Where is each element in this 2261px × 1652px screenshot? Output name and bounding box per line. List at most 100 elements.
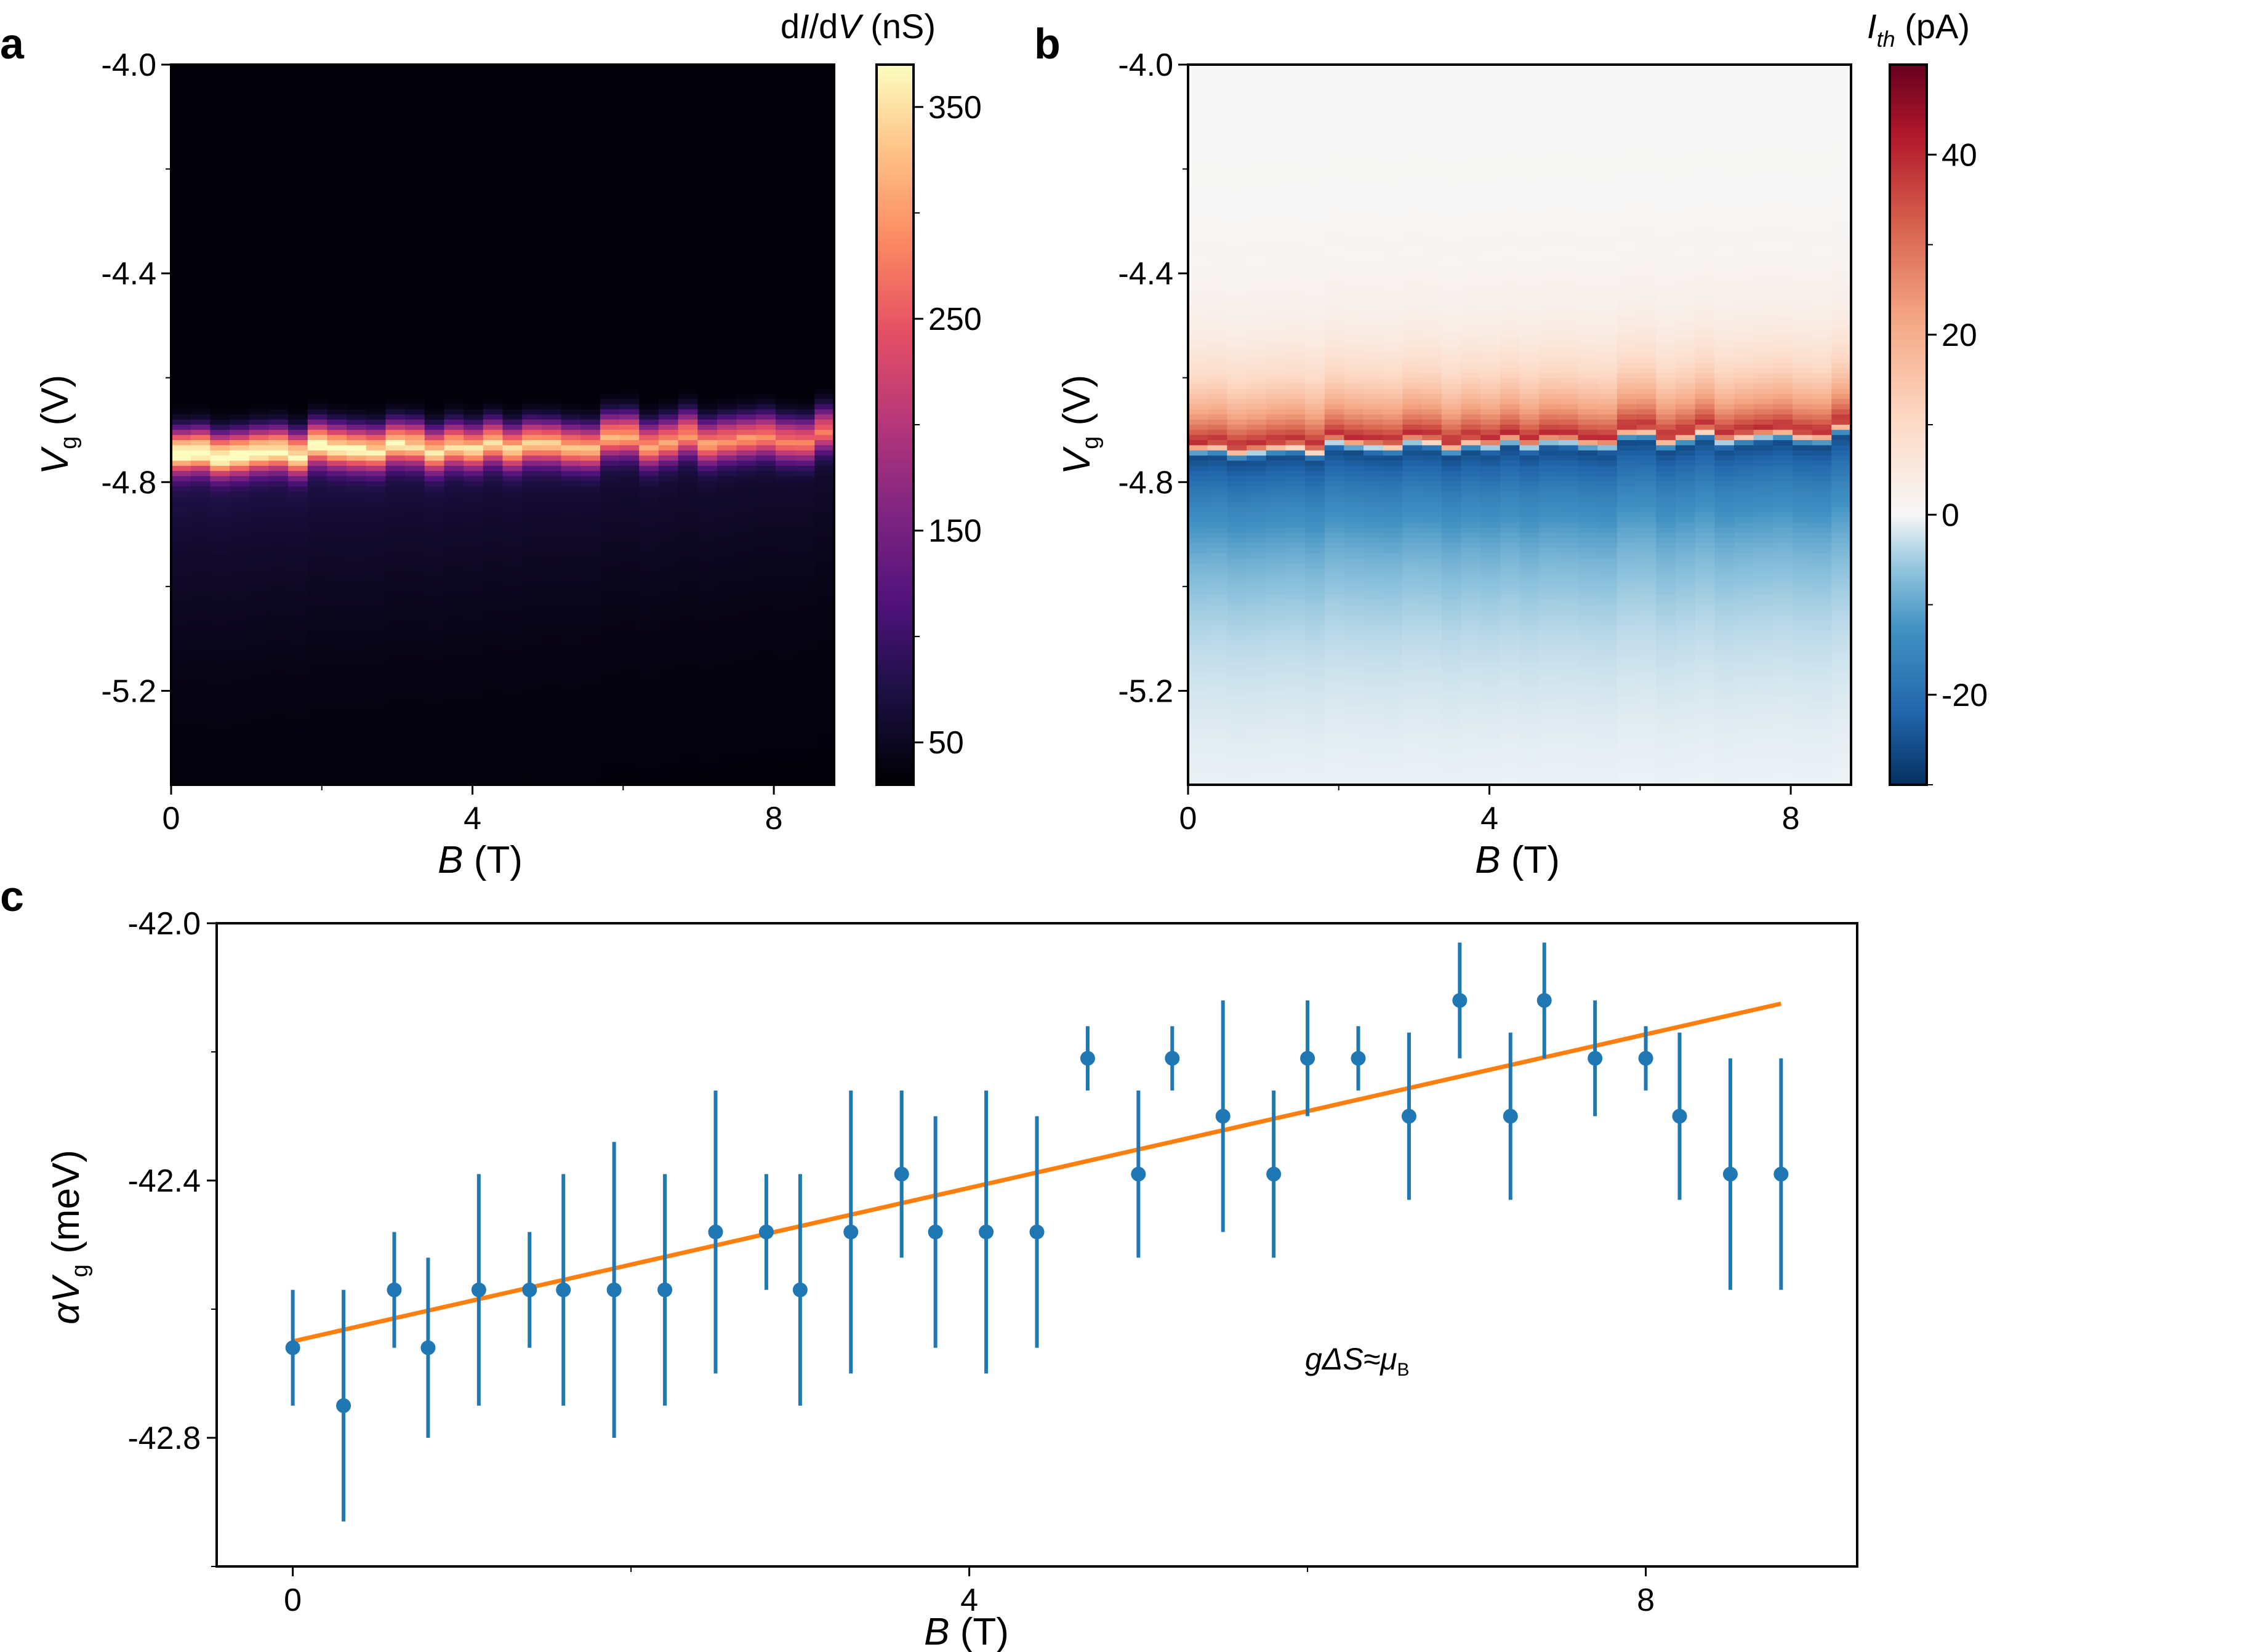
heatmap-a-cell — [405, 327, 425, 333]
heatmap-a-cell — [444, 249, 464, 256]
heatmap-a-cell — [424, 707, 445, 713]
heatmap-a-cell — [424, 162, 445, 168]
heatmap-a-cell — [327, 574, 347, 580]
heatmap-a-cell — [249, 80, 270, 86]
heatmap-a-cell — [639, 358, 659, 364]
heatmap-a-cell — [756, 589, 776, 595]
heatmap-a-cell — [327, 291, 347, 297]
heatmap-a-cell — [541, 574, 562, 580]
heatmap-a-cell — [541, 620, 562, 626]
heatmap-b-cell — [1207, 286, 1228, 292]
heatmap-a-cell — [795, 342, 816, 348]
heatmap-a-cell — [347, 183, 367, 189]
heatmap-a-cell — [464, 764, 484, 770]
heatmap-a-cell — [171, 744, 191, 750]
heatmap-a-cell — [561, 620, 582, 626]
heatmap-a-cell — [366, 522, 387, 528]
heatmap-a-cell — [405, 579, 425, 585]
heatmap-a-cell — [366, 399, 387, 405]
heatmap-a-cell — [366, 383, 387, 390]
heatmap-b-cell — [1207, 244, 1228, 251]
heatmap-a-cell — [288, 440, 308, 446]
heatmap-a-cell — [678, 548, 699, 554]
heatmap-a-cell — [736, 563, 757, 569]
heatmap-a-cell — [230, 85, 250, 91]
heatmap-a-cell — [619, 121, 640, 127]
heatmap-a-cell — [171, 779, 191, 785]
heatmap-a-cell — [444, 358, 464, 364]
heatmap-a-cell — [541, 111, 562, 117]
heatmap-a-cell — [600, 70, 620, 76]
heatmap-a-cell — [210, 327, 230, 333]
heatmap-a-cell — [366, 728, 387, 734]
heatmap-a-cell — [639, 347, 659, 353]
heatmap-a-cell — [619, 666, 640, 672]
heatmap-a-cell — [464, 656, 484, 662]
heatmap-a-cell — [405, 296, 425, 302]
heatmap-a-cell — [268, 111, 289, 117]
heatmap-a-cell — [483, 460, 504, 467]
heatmap-a-cell — [678, 445, 699, 451]
heatmap-a-cell — [268, 672, 289, 678]
heatmap-a-cell — [249, 579, 270, 585]
heatmap-a-cell — [268, 728, 289, 734]
heatmap-a-cell — [327, 702, 347, 708]
heatmap-a-cell — [736, 100, 757, 106]
heatmap-b-cell — [1188, 255, 1208, 261]
heatmap-a-cell — [307, 137, 328, 143]
heatmap-a-cell — [522, 779, 542, 785]
heatmap-a-cell — [405, 301, 425, 307]
heatmap-a-cell — [678, 270, 699, 276]
heatmap-a-cell — [600, 90, 620, 96]
heatmap-a-cell — [288, 558, 308, 564]
heatmap-a-cell — [775, 661, 796, 667]
heatmap-a-cell — [736, 625, 757, 632]
heatmap-b-cell — [1188, 301, 1208, 307]
heatmap-a-cell — [307, 100, 328, 106]
heatmap-a-cell — [347, 347, 367, 353]
heatmap-a-cell — [327, 594, 347, 600]
heatmap-a-cell — [522, 532, 542, 539]
heatmap-a-cell — [171, 224, 191, 230]
heatmap-a-cell — [561, 275, 582, 281]
heatmap-a-cell — [580, 95, 601, 102]
heatmap-a-cell — [502, 183, 523, 189]
heatmap-a-cell — [327, 301, 347, 307]
heatmap-a-cell — [756, 651, 776, 657]
heatmap-a-cell — [639, 224, 659, 230]
heatmap-a-cell — [795, 249, 816, 256]
heatmap-a-cell — [171, 692, 191, 698]
heatmap-a-cell — [619, 383, 640, 390]
heatmap-a-cell — [230, 465, 250, 472]
heatmap-a-cell — [697, 358, 718, 364]
heatmap-a-cell — [697, 687, 718, 693]
heatmap-a-cell — [230, 378, 250, 384]
heatmap-a-cell — [541, 347, 562, 353]
heatmap-a-cell — [444, 111, 464, 117]
heatmap-a-cell — [736, 358, 757, 364]
heatmap-a-cell — [405, 440, 425, 446]
heatmap-b-cell — [1188, 126, 1208, 132]
heatmap-a-cell — [697, 471, 718, 477]
heatmap-a-cell — [347, 275, 367, 281]
heatmap-a-cell — [483, 609, 504, 616]
heatmap-a-cell — [561, 126, 582, 132]
heatmap-a-cell — [190, 291, 211, 297]
heatmap-a-cell — [464, 260, 484, 266]
heatmap-a-cell — [580, 661, 601, 667]
heatmap-a-cell — [366, 692, 387, 698]
heatmap-a-cell — [230, 425, 250, 431]
heatmap-a-cell — [658, 728, 679, 734]
heatmap-a-cell — [697, 281, 718, 287]
heatmap-a-cell — [385, 651, 406, 657]
heatmap-a-cell — [424, 296, 445, 302]
heatmap-a-cell — [347, 116, 367, 122]
heatmap-a-cell — [483, 260, 504, 266]
heatmap-a-cell — [464, 404, 484, 410]
heatmap-a-cell — [600, 316, 620, 323]
heatmap-a-cell — [697, 599, 718, 606]
heatmap-a-cell — [424, 522, 445, 528]
heatmap-a-cell — [483, 471, 504, 477]
heatmap-a-cell — [775, 491, 796, 497]
heatmap-a-cell — [756, 455, 776, 462]
